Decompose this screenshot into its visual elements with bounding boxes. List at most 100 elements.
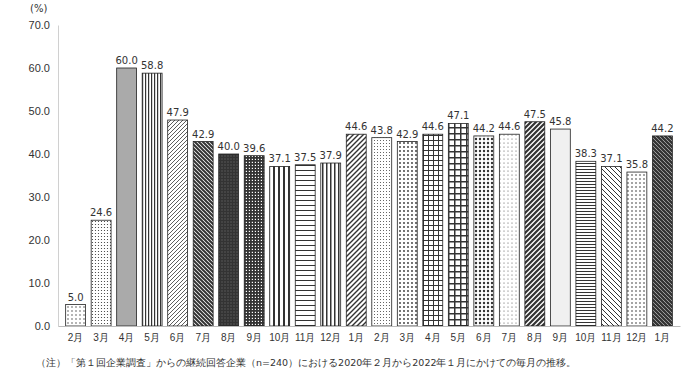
data-label: 40.0 bbox=[218, 141, 240, 152]
x-tick-label: 12月 bbox=[320, 332, 341, 343]
y-tick: 60.0 bbox=[29, 62, 58, 74]
x-tick-label: 7月 bbox=[195, 332, 211, 343]
x-axis-line bbox=[59, 326, 681, 327]
x-tick-label: 8月 bbox=[527, 332, 543, 343]
x-tick-label: 7月 bbox=[502, 332, 518, 343]
bar bbox=[168, 120, 188, 326]
x-tick-label: 11月 bbox=[295, 332, 315, 343]
bar bbox=[550, 129, 570, 326]
y-tick: 30.0 bbox=[29, 191, 58, 203]
x-tick: 5月 bbox=[451, 326, 467, 343]
data-labels: 5.024.660.058.847.942.940.039.637.137.53… bbox=[68, 55, 674, 303]
bar bbox=[193, 142, 213, 326]
x-tick: 10月 bbox=[575, 326, 596, 343]
x-tick: 7月 bbox=[502, 326, 518, 343]
y-tick-label: 50.0 bbox=[29, 105, 50, 117]
y-tick: 40.0 bbox=[29, 148, 58, 160]
x-tick: 9月 bbox=[246, 326, 262, 343]
bar bbox=[91, 220, 111, 326]
x-tick-label: 9月 bbox=[246, 332, 262, 343]
chart: 0.0 10.0 20.0 30.0 40.0 50.0 60.0 70.0 2月 3月 4月 5月 6… bbox=[0, 0, 690, 372]
bar bbox=[321, 163, 341, 326]
y-axis-line bbox=[58, 26, 59, 327]
y-tick: 0.0 bbox=[35, 320, 58, 332]
bar bbox=[372, 138, 392, 326]
x-tick-label: 8月 bbox=[221, 332, 237, 343]
bar bbox=[652, 136, 672, 326]
x-tick: 8月 bbox=[221, 326, 237, 343]
x-tick-label: 1月 bbox=[655, 332, 671, 343]
data-label: 44.6 bbox=[498, 121, 520, 132]
data-label: 47.1 bbox=[447, 110, 469, 121]
y-tick-label: 30.0 bbox=[29, 191, 50, 203]
data-label: 44.6 bbox=[345, 121, 367, 132]
y-axis: 0.0 10.0 20.0 30.0 40.0 50.0 60.0 70.0 bbox=[29, 19, 59, 332]
x-tick-label: 10月 bbox=[269, 332, 290, 343]
y-tick-label: 70.0 bbox=[29, 19, 50, 31]
y-tick-label: 20.0 bbox=[29, 234, 50, 246]
bar bbox=[576, 161, 596, 326]
x-tick: 4月 bbox=[119, 326, 135, 343]
y-tick-label: 40.0 bbox=[29, 148, 50, 160]
bar bbox=[627, 172, 647, 326]
bar bbox=[219, 154, 239, 326]
data-label: 45.8 bbox=[549, 116, 571, 127]
x-tick: 12月 bbox=[626, 326, 647, 343]
bar bbox=[346, 134, 366, 326]
data-label: 42.9 bbox=[192, 129, 214, 140]
x-tick: 3月 bbox=[93, 326, 109, 343]
bar bbox=[295, 165, 315, 326]
x-tick-label: 3月 bbox=[399, 332, 415, 343]
bar bbox=[601, 166, 621, 326]
bar bbox=[270, 166, 290, 326]
x-tick: 1月 bbox=[348, 326, 364, 343]
data-label: 47.5 bbox=[524, 109, 546, 120]
bar bbox=[423, 134, 443, 326]
x-tick-label: 6月 bbox=[170, 332, 186, 343]
x-tick: 6月 bbox=[476, 326, 492, 343]
x-tick-label: 10月 bbox=[575, 332, 596, 343]
x-tick: 4月 bbox=[425, 326, 441, 343]
bar bbox=[66, 305, 86, 327]
data-label: 37.1 bbox=[269, 153, 291, 164]
data-label: 44.2 bbox=[473, 123, 495, 134]
data-label: 39.6 bbox=[243, 143, 265, 154]
bar bbox=[525, 122, 545, 326]
x-tick: 8月 bbox=[527, 326, 543, 343]
bar bbox=[448, 123, 468, 326]
bar bbox=[244, 156, 264, 326]
y-axis-title: (%) bbox=[30, 3, 47, 14]
y-tick-label: 60.0 bbox=[29, 62, 50, 74]
x-tick-label: 4月 bbox=[425, 332, 441, 343]
bar bbox=[142, 73, 162, 326]
data-label: 60.0 bbox=[115, 55, 137, 66]
x-tick: 10月 bbox=[269, 326, 290, 343]
data-label: 44.2 bbox=[651, 123, 673, 134]
x-tick: 11月 bbox=[295, 326, 315, 343]
x-tick: 1月 bbox=[655, 326, 671, 343]
x-axis: 2月 3月 4月 5月 6月 7月 8月 9月 10月 11月 12月 1月 2月 3月 4月 5月 6月 7月 8… bbox=[59, 326, 681, 343]
bar bbox=[117, 68, 137, 326]
x-tick-label: 2月 bbox=[68, 332, 84, 343]
data-label: 47.9 bbox=[167, 107, 189, 118]
x-tick: 3月 bbox=[399, 326, 415, 343]
data-label: 42.9 bbox=[396, 129, 418, 140]
x-tick-label: 5月 bbox=[451, 332, 467, 343]
x-tick: 2月 bbox=[374, 326, 390, 343]
x-tick-label: 9月 bbox=[553, 332, 569, 343]
x-tick-label: 1月 bbox=[348, 332, 364, 343]
y-tick: 10.0 bbox=[29, 277, 58, 289]
bars bbox=[66, 68, 673, 326]
plot: 0.0 10.0 20.0 30.0 40.0 50.0 60.0 70.0 2月 3月 4月 5月 6… bbox=[29, 19, 681, 343]
x-tick-label: 6月 bbox=[476, 332, 492, 343]
y-tick: 50.0 bbox=[29, 105, 58, 117]
x-tick: 5月 bbox=[144, 326, 160, 343]
x-tick: 9月 bbox=[553, 326, 569, 343]
x-tick-label: 2月 bbox=[374, 332, 390, 343]
x-tick-label: 4月 bbox=[119, 332, 135, 343]
data-label: 43.8 bbox=[371, 125, 393, 136]
note: （注）「第１回企業調査」からの継続回答企業（n=240）における2020年２月か… bbox=[36, 357, 576, 368]
data-label: 58.8 bbox=[141, 60, 163, 71]
data-label: 35.8 bbox=[626, 159, 648, 170]
bar bbox=[499, 134, 519, 326]
